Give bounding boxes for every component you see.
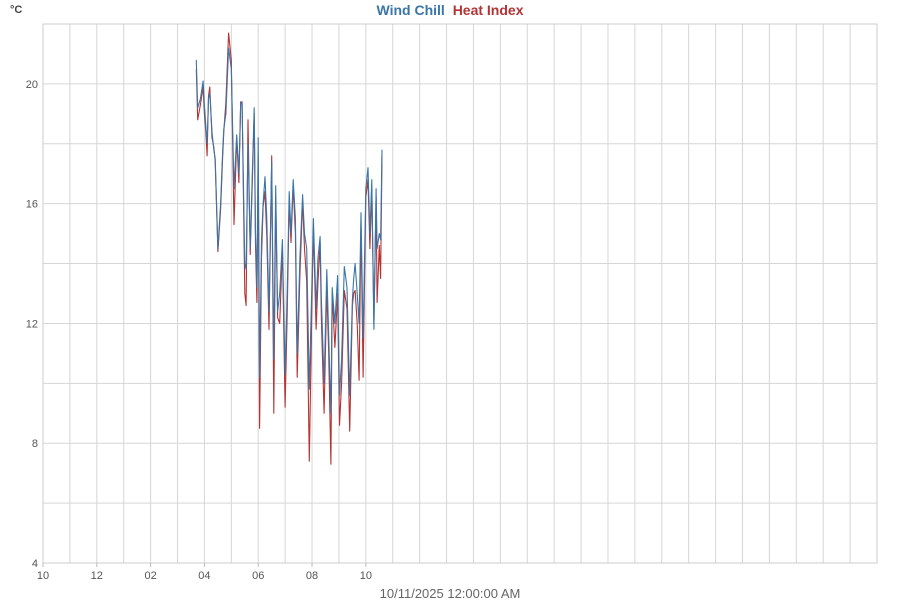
y-tick-label: 12 <box>26 318 38 330</box>
y-tick-label: 8 <box>32 438 38 450</box>
chart-title: Wind Chill Heat Index <box>376 2 523 18</box>
y-axis-unit: °C <box>10 4 22 16</box>
y-axis: 4 8 12 16 20 <box>26 79 38 570</box>
x-tick-label: 10 <box>37 570 49 582</box>
title-wind-chill: Wind Chill <box>376 2 444 18</box>
x-tick-label: 10 <box>360 570 372 582</box>
series-line-wind-chill <box>195 47 383 414</box>
x-tick-label: 06 <box>252 570 264 582</box>
x-tick-label: 02 <box>144 570 156 582</box>
grid-lines <box>43 24 877 563</box>
y-tick-label: 16 <box>26 199 38 211</box>
x-axis: 10 12 02 04 06 08 10 <box>37 563 372 582</box>
plot-frame <box>42 23 878 564</box>
title-heat-index: Heat Index <box>453 2 524 18</box>
x-tick-label: 08 <box>306 570 318 582</box>
x-tick-label: 04 <box>198 570 210 582</box>
y-tick-label: 4 <box>32 558 38 570</box>
x-tick-label: 12 <box>91 570 103 582</box>
series-lines <box>195 32 383 465</box>
series-line-heat-index <box>195 32 383 465</box>
y-tick-label: 20 <box>26 79 38 91</box>
x-axis-title: 10/11/2025 12:00:00 AM <box>380 586 521 600</box>
